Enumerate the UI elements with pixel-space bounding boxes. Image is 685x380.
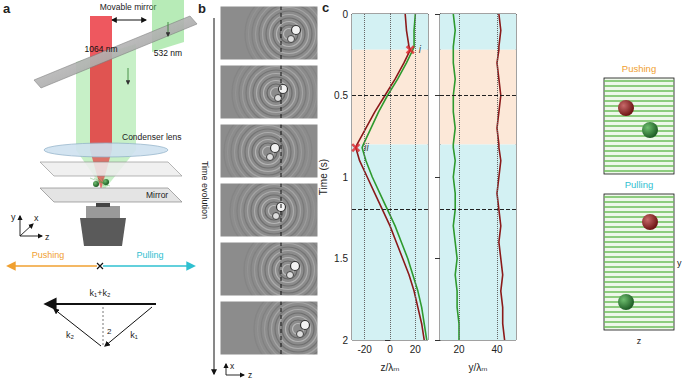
svg-text:k₂: k₂ xyxy=(66,330,75,340)
svg-text:y: y xyxy=(677,258,682,268)
svg-text:a: a xyxy=(3,1,11,16)
svg-text:40: 40 xyxy=(491,344,503,355)
svg-text:Mirror: Mirror xyxy=(146,190,168,200)
svg-text:20: 20 xyxy=(410,344,422,355)
svg-text:b: b xyxy=(198,1,206,16)
svg-text:k₁: k₁ xyxy=(130,330,138,340)
svg-text:z: z xyxy=(45,232,50,242)
svg-text:x: x xyxy=(230,361,235,371)
svg-text:z/λₘ: z/λₘ xyxy=(380,362,399,373)
svg-text:Pushing: Pushing xyxy=(32,250,65,260)
svg-text:Movable mirror: Movable mirror xyxy=(100,2,157,12)
svg-text:Condenser lens: Condenser lens xyxy=(122,132,182,142)
svg-text:Pushing: Pushing xyxy=(622,63,656,74)
svg-text:Pulling: Pulling xyxy=(136,250,163,260)
svg-text:ii: ii xyxy=(364,142,369,153)
svg-text:1: 1 xyxy=(342,172,348,183)
svg-text:-20: -20 xyxy=(357,344,372,355)
svg-text:y: y xyxy=(11,212,16,222)
svg-text:Pulling: Pulling xyxy=(625,179,654,190)
svg-text:0: 0 xyxy=(387,344,393,355)
svg-text:1064 nm: 1064 nm xyxy=(84,44,117,54)
svg-text:Time (s): Time (s) xyxy=(318,159,329,195)
svg-text:0: 0 xyxy=(342,9,348,20)
svg-text:k₁+k₂: k₁+k₂ xyxy=(90,288,111,298)
svg-text:i: i xyxy=(419,44,422,55)
svg-text:z: z xyxy=(637,336,642,346)
svg-text:2: 2 xyxy=(342,335,348,346)
svg-text:532 nm: 532 nm xyxy=(154,48,182,58)
svg-text:1.5: 1.5 xyxy=(334,253,348,264)
svg-text:20: 20 xyxy=(453,344,465,355)
svg-text:c: c xyxy=(322,0,329,15)
svg-text:z: z xyxy=(248,370,252,380)
svg-text:0.5: 0.5 xyxy=(334,90,348,101)
svg-text:2: 2 xyxy=(107,327,112,336)
svg-text:Time evolution: Time evolution xyxy=(200,161,210,219)
svg-text:y/λₘ: y/λₘ xyxy=(468,362,487,373)
svg-text:x: x xyxy=(34,213,39,223)
